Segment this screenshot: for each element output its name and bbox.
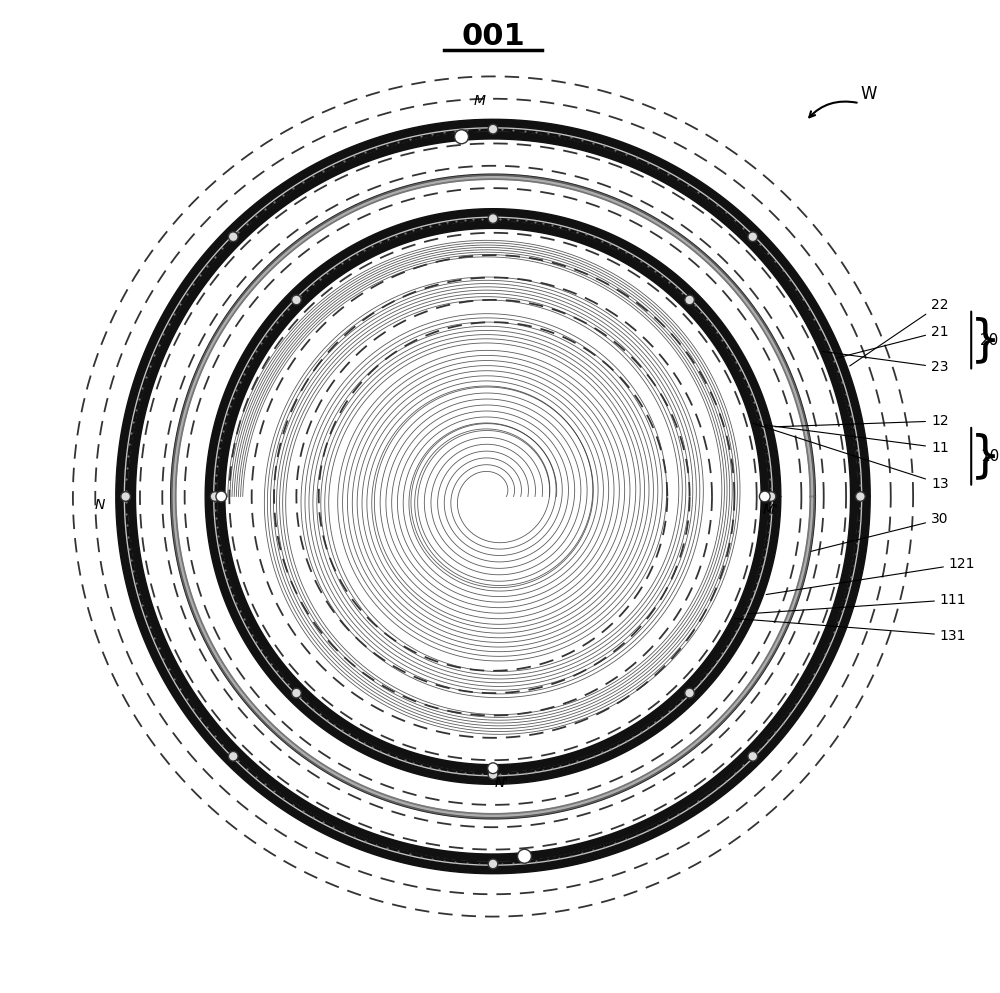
- Text: 001: 001: [461, 22, 525, 51]
- Circle shape: [766, 492, 776, 501]
- Circle shape: [488, 213, 498, 223]
- Polygon shape: [205, 209, 781, 784]
- Circle shape: [488, 770, 498, 780]
- Text: W: W: [860, 85, 877, 103]
- Circle shape: [216, 492, 227, 501]
- Text: }: }: [969, 432, 1000, 481]
- Polygon shape: [128, 132, 858, 861]
- Circle shape: [228, 232, 238, 241]
- Circle shape: [292, 688, 301, 698]
- Circle shape: [759, 492, 770, 501]
- Text: 121: 121: [766, 557, 975, 595]
- Circle shape: [748, 752, 758, 761]
- Circle shape: [488, 124, 498, 134]
- Text: 30: 30: [811, 512, 948, 551]
- Circle shape: [455, 130, 469, 144]
- Text: N: N: [95, 498, 105, 512]
- Text: N': N': [495, 776, 509, 789]
- Circle shape: [856, 492, 865, 501]
- Polygon shape: [116, 119, 870, 874]
- Text: 12: 12: [775, 414, 949, 428]
- Text: 22: 22: [850, 298, 948, 366]
- Text: 11: 11: [764, 425, 949, 455]
- Text: 13: 13: [753, 423, 949, 491]
- Circle shape: [488, 763, 498, 774]
- Circle shape: [228, 752, 238, 761]
- Polygon shape: [209, 213, 777, 780]
- Text: M': M': [762, 502, 778, 517]
- Text: 21: 21: [836, 325, 949, 358]
- Circle shape: [685, 295, 694, 305]
- Text: 10: 10: [980, 449, 999, 464]
- Text: }: }: [969, 316, 1000, 364]
- Circle shape: [748, 232, 758, 241]
- Polygon shape: [119, 123, 867, 870]
- Text: 23: 23: [822, 352, 948, 374]
- Text: 20: 20: [980, 333, 999, 348]
- Circle shape: [518, 849, 531, 863]
- Polygon shape: [171, 175, 815, 818]
- Text: 111: 111: [748, 593, 967, 614]
- Text: 131: 131: [735, 619, 966, 642]
- Circle shape: [488, 859, 498, 869]
- Text: M: M: [474, 93, 486, 107]
- Polygon shape: [218, 221, 768, 772]
- Circle shape: [292, 295, 301, 305]
- Circle shape: [121, 492, 130, 501]
- Circle shape: [210, 492, 220, 501]
- Circle shape: [685, 688, 694, 698]
